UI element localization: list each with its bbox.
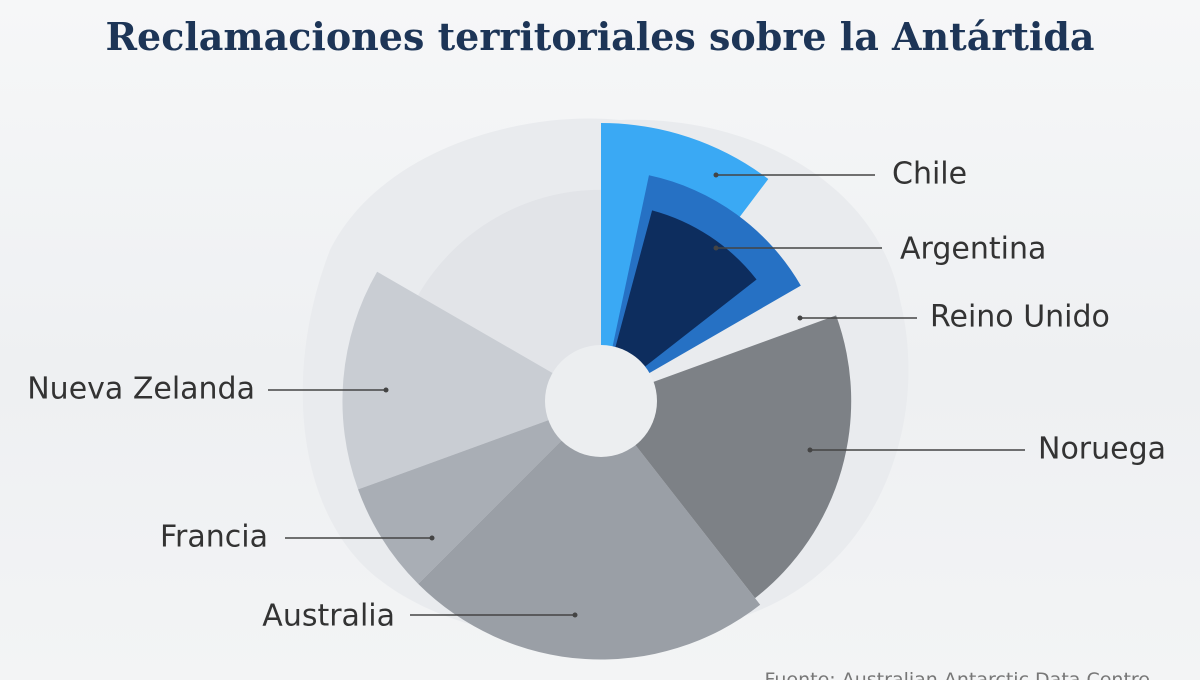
slice-noruega (634, 315, 852, 599)
label-nueva-zelanda: Nueva Zelanda (27, 372, 255, 407)
leader-dot-reino-unido (797, 315, 803, 321)
label-australia: Australia (262, 599, 395, 634)
leader-dot-francia (429, 535, 435, 541)
slice-reino-unido (614, 210, 757, 368)
leader-dot-nueva-zelanda (383, 387, 389, 393)
slice-francia (358, 419, 563, 584)
slice-australia (418, 439, 761, 660)
label-reino-unido: Reino Unido (930, 300, 1110, 335)
slice-unclaimed (418, 189, 601, 374)
pie-slices (342, 123, 852, 660)
source-note: Fuente: Australian Antarctic Data Centre (765, 669, 1151, 680)
label-argentina: Argentina (900, 232, 1046, 267)
chart-title: Reclamaciones territoriales sobre la Ant… (105, 14, 1095, 59)
slice-labels: Chile Argentina Reino Unido Noruega Australi… (27, 157, 1166, 634)
label-noruega: Noruega (1038, 432, 1166, 467)
leader-dot-argentina (713, 245, 719, 251)
leader-dot-noruega (807, 447, 813, 453)
label-chile: Chile (892, 157, 967, 192)
donut-hole (545, 345, 657, 457)
leader-dot-australia (572, 612, 578, 618)
slice-nueva-zelanda (342, 271, 555, 490)
label-francia: Francia (160, 520, 268, 555)
leader-dot-chile (713, 172, 719, 178)
